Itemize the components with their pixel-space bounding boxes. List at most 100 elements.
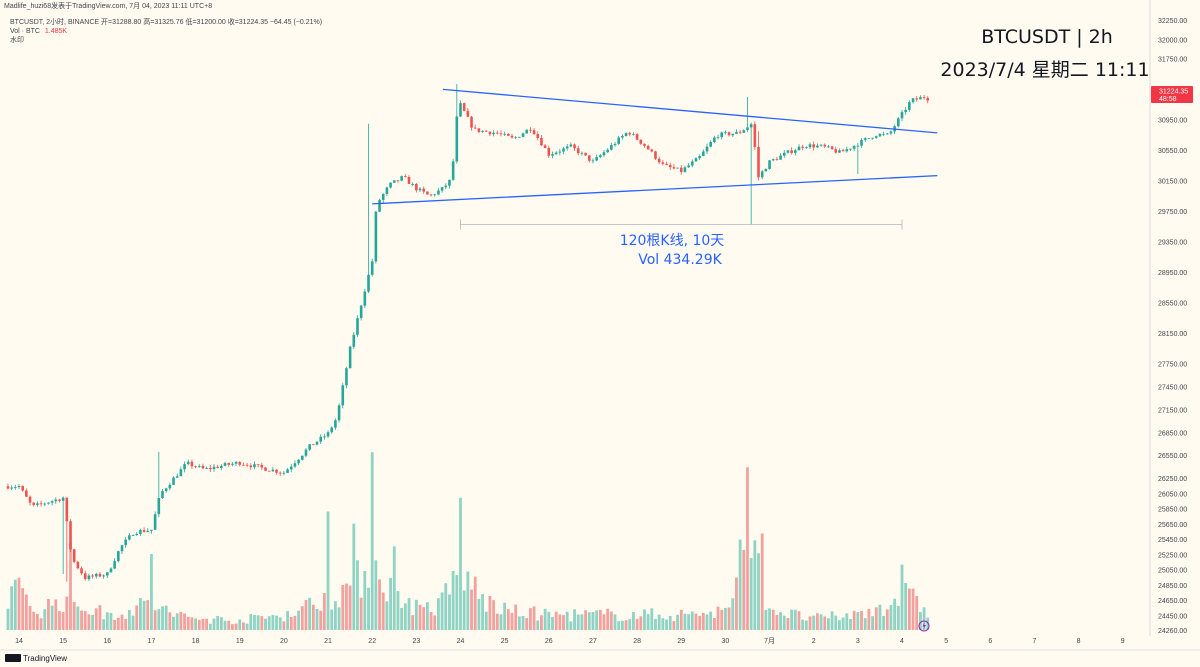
volume-bar <box>267 616 271 630</box>
candle <box>897 117 900 128</box>
volume-bar <box>212 618 216 630</box>
candle <box>120 544 124 554</box>
candle <box>801 144 804 151</box>
candle <box>242 462 245 466</box>
upper-trendline[interactable] <box>442 88 938 134</box>
volume-bar <box>352 523 356 630</box>
candle <box>573 143 576 151</box>
candle <box>76 560 80 570</box>
price-tick-label: 24850.00 <box>1158 583 1187 590</box>
candle <box>231 462 234 467</box>
volume-bar <box>341 584 345 630</box>
volume-bar <box>69 543 72 630</box>
candle <box>834 146 838 154</box>
time-axis[interactable]: 14 15 16 17 18 19 20 21 22 23 24 25 26 27 28 29 30 7月 2 3 4 5… <box>15 637 1125 645</box>
volume-bar <box>793 609 797 630</box>
candle <box>606 148 609 153</box>
volume-bar <box>900 564 904 630</box>
volume-bar <box>712 617 716 630</box>
candle <box>889 130 893 136</box>
time-tick-label: 14 <box>15 638 23 645</box>
candle <box>150 529 153 534</box>
volume-bar <box>363 570 367 630</box>
volume-bar <box>253 614 256 630</box>
volume-bar <box>823 616 827 630</box>
candle <box>794 148 797 156</box>
volume-bar <box>293 615 297 630</box>
candle <box>587 155 591 163</box>
candle <box>654 150 657 161</box>
candle <box>786 150 790 154</box>
volume-bar <box>264 618 267 630</box>
candle <box>264 467 267 472</box>
volume-bar <box>76 606 80 630</box>
candle <box>908 100 911 112</box>
volume-bar <box>356 560 359 630</box>
time-tick-label: 2 <box>812 638 816 645</box>
volume-indicator-name: Vol · BTC <box>10 28 40 35</box>
volume-bar <box>238 619 242 630</box>
price-tick-label: 32250.00 <box>1158 18 1187 25</box>
symbol-info-text[interactable]: BTCUSDT, 2小时, BINANCE 开=31288.80 高=31325… <box>10 17 322 26</box>
candle <box>183 461 186 473</box>
volume-indicator-label[interactable]: Vol · BTC 1.485K <box>10 28 67 35</box>
candle <box>161 488 164 499</box>
candle <box>830 146 834 150</box>
candle <box>621 134 624 140</box>
candle <box>345 366 348 389</box>
volume-bar <box>911 588 915 630</box>
time-tick-label: 9 <box>1121 638 1125 645</box>
candle <box>757 131 760 181</box>
price-tick-label: 24260.00 <box>1158 628 1187 635</box>
candle <box>591 158 595 164</box>
attribution-text: Madlife_huzi68发表于TradingView.com, 7月 04,… <box>4 1 212 10</box>
candle <box>481 130 484 133</box>
volume-bar <box>609 611 613 630</box>
volume-bar <box>245 623 249 630</box>
candle <box>275 469 278 475</box>
volume-bar <box>532 606 536 630</box>
volume-bar <box>105 612 109 630</box>
candle <box>584 152 587 157</box>
candle <box>194 465 197 469</box>
candle <box>389 182 392 189</box>
volume-bar <box>21 588 25 630</box>
range-measure[interactable] <box>460 219 903 230</box>
candle <box>705 143 709 155</box>
volume-bar <box>543 608 547 630</box>
time-tick-label: 5 <box>944 638 948 645</box>
candle <box>698 154 701 161</box>
candle <box>683 165 687 173</box>
volume-bar <box>135 605 139 630</box>
volume-bar <box>286 611 289 630</box>
volume-bar <box>32 611 36 630</box>
candle <box>849 148 852 152</box>
current-price-box <box>1151 86 1193 103</box>
candle <box>724 130 727 135</box>
volume-bar <box>613 614 617 630</box>
flash-icon[interactable] <box>918 620 930 632</box>
candle <box>415 182 418 193</box>
price-tick-label: 30150.00 <box>1158 178 1187 185</box>
candle <box>378 198 381 213</box>
lower-trendline[interactable] <box>372 174 938 205</box>
candle <box>646 144 650 150</box>
price-tick-label: 30550.00 <box>1158 148 1187 155</box>
volume-bar <box>422 607 426 630</box>
candle <box>882 131 885 137</box>
volume-bar <box>249 614 253 630</box>
time-tick-label: 20 <box>280 638 288 645</box>
volume-bar <box>841 617 845 630</box>
candle <box>518 136 521 138</box>
volume-bar <box>576 614 580 630</box>
volume-bar <box>584 610 587 630</box>
candle <box>190 459 194 469</box>
candle <box>220 464 223 471</box>
candle <box>477 128 481 134</box>
volume-bar <box>164 605 168 630</box>
volume-bar <box>197 619 201 630</box>
candle <box>874 135 878 139</box>
candle <box>304 448 308 458</box>
candle <box>175 473 179 479</box>
